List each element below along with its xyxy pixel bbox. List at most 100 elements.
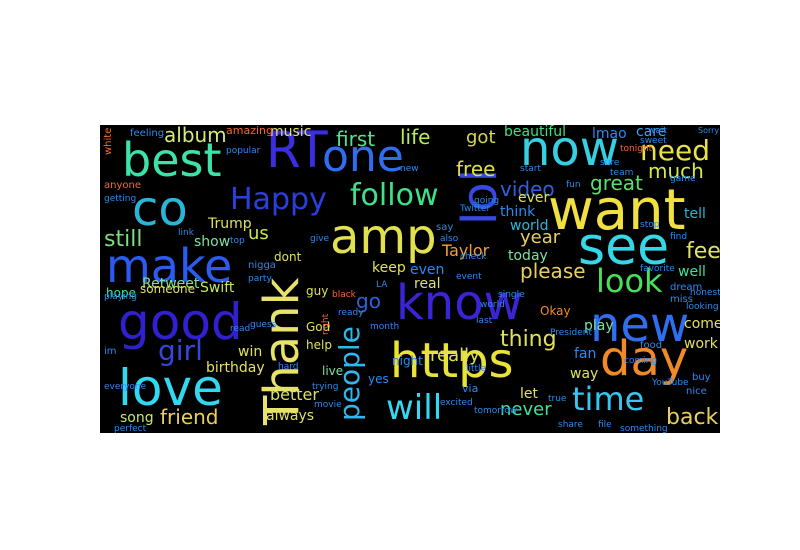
word-help-79: help bbox=[306, 338, 332, 352]
word-new-141: new bbox=[400, 164, 419, 174]
word-someone-75: someone bbox=[140, 282, 195, 296]
word-white-85: white bbox=[103, 127, 114, 155]
word-okay-83: Okay bbox=[540, 304, 571, 318]
word-file-113: file bbox=[598, 420, 612, 430]
word-let-62: let bbox=[520, 386, 538, 402]
word-happy-9: Happy bbox=[230, 182, 327, 217]
word-friend-47: friend bbox=[160, 405, 219, 429]
word-yes-81: yes bbox=[368, 372, 389, 386]
word-excited-97: excited bbox=[440, 398, 473, 408]
word-game-109: game bbox=[670, 174, 696, 184]
word-sure-139: sure bbox=[600, 158, 620, 168]
word-im-94: im bbox=[104, 346, 117, 357]
word-read-145: read bbox=[230, 324, 251, 334]
word-nigga-93: nigga bbox=[248, 260, 276, 271]
word-world-73: world bbox=[510, 218, 549, 234]
word-tell-66: tell bbox=[684, 206, 706, 222]
word-show-38: show bbox=[194, 234, 231, 250]
word-going-89: going bbox=[474, 196, 500, 206]
word-co-8: co bbox=[132, 181, 188, 237]
word-via-92: via bbox=[462, 382, 479, 395]
word-president-100: President bbox=[550, 328, 592, 338]
word-sweet-111: sweet bbox=[640, 136, 667, 146]
word-food-104: food bbox=[640, 340, 663, 351]
word-say-119: say bbox=[436, 222, 454, 233]
word-look-16: look bbox=[596, 262, 663, 300]
word-something-114: something bbox=[620, 424, 668, 434]
word-tomorrow-101: tomorrow bbox=[474, 406, 518, 416]
word-guess-143: guess bbox=[250, 320, 277, 330]
word-team-140: team bbox=[610, 168, 634, 178]
word-getting-87: getting bbox=[104, 194, 137, 204]
word-trump-39: Trump bbox=[208, 216, 252, 232]
word-fun-131: fun bbox=[566, 180, 581, 190]
word-coming-144: coming bbox=[624, 356, 658, 366]
word-one-2: one bbox=[322, 131, 404, 182]
word-better-51: better bbox=[270, 385, 319, 404]
word-think-71: think bbox=[500, 204, 536, 220]
word-care-55: care bbox=[636, 125, 667, 140]
word-will-23: will bbox=[386, 388, 443, 428]
word-way-61: way bbox=[570, 366, 599, 382]
word-month-130: month bbox=[370, 322, 400, 332]
word-start-138: start bbox=[520, 164, 541, 174]
word-la-128: LA bbox=[376, 280, 388, 290]
word-top-136: top bbox=[230, 236, 245, 246]
word-miss-106: miss bbox=[670, 294, 693, 305]
word-night-82: night bbox=[392, 354, 423, 368]
word-back-45: back bbox=[666, 405, 719, 430]
word-year-34: year bbox=[520, 227, 561, 248]
word-god-78: God bbox=[306, 320, 331, 334]
word-share-115: share bbox=[558, 420, 583, 430]
word-want-4: want bbox=[548, 178, 686, 243]
word-make-13: make bbox=[106, 239, 233, 293]
word-good-18: good bbox=[118, 293, 243, 351]
word-keep-67: keep bbox=[372, 260, 406, 276]
word-tonight-110: tonight bbox=[620, 144, 653, 154]
word-party-135: party bbox=[248, 274, 272, 284]
word-life-28: life bbox=[400, 125, 431, 149]
word-know-15: know bbox=[396, 275, 523, 331]
word-cloud: best RT one now want see need much co Happy follow… bbox=[100, 125, 720, 433]
word-honestly-133: honestly bbox=[690, 288, 720, 298]
word-popular-88: popular bbox=[226, 146, 261, 156]
word-today-72: today bbox=[508, 248, 548, 264]
word-amazing-59: amazing bbox=[226, 125, 273, 137]
word-taylor-41: Taylor bbox=[442, 241, 490, 260]
word-anyone-86: anyone bbox=[104, 180, 141, 191]
word-well-65: well bbox=[678, 264, 706, 280]
word-follow-10: follow bbox=[350, 178, 439, 213]
word-dont-77: dont bbox=[274, 250, 302, 264]
word-new-17: new bbox=[590, 297, 690, 353]
word-first-27: first bbox=[336, 127, 376, 151]
word-stop-108: stop bbox=[640, 220, 660, 230]
word-last-91: last bbox=[476, 316, 493, 326]
word-never-46: never bbox=[500, 399, 552, 420]
word-perfect-142: perfect bbox=[114, 424, 147, 434]
word-thing-43: thing bbox=[500, 327, 557, 352]
word-album-26: album bbox=[164, 125, 227, 147]
word-go-42: go bbox=[356, 289, 381, 313]
word-hope-57: hope bbox=[106, 286, 136, 300]
word-sorry-146: Sorry bbox=[698, 126, 720, 135]
word-https-20: https bbox=[390, 333, 514, 389]
word-guy-76: guy bbox=[306, 284, 329, 298]
word-real-69: real bbox=[414, 276, 441, 292]
word-even-68: even bbox=[410, 262, 445, 278]
word-single-99: single bbox=[498, 290, 525, 300]
word-buy-102: buy bbox=[692, 372, 711, 383]
word-please-35: please bbox=[520, 259, 586, 283]
word-still-36: still bbox=[104, 227, 143, 252]
word-video-31: video bbox=[500, 177, 555, 201]
word-find-107: find bbox=[670, 232, 688, 242]
word-right-96: right bbox=[321, 313, 331, 335]
word-link-118: link bbox=[178, 228, 194, 238]
word-also-120: also bbox=[440, 234, 459, 244]
word-trying-124: trying bbox=[312, 382, 339, 392]
word-looking-132: looking bbox=[686, 302, 719, 312]
word-great-32: great bbox=[590, 171, 643, 195]
word-true-116: true bbox=[548, 394, 567, 404]
word-fan-60: fan bbox=[574, 346, 597, 362]
word-love-19: love bbox=[118, 359, 223, 417]
word-playing-117: playing bbox=[104, 292, 137, 302]
